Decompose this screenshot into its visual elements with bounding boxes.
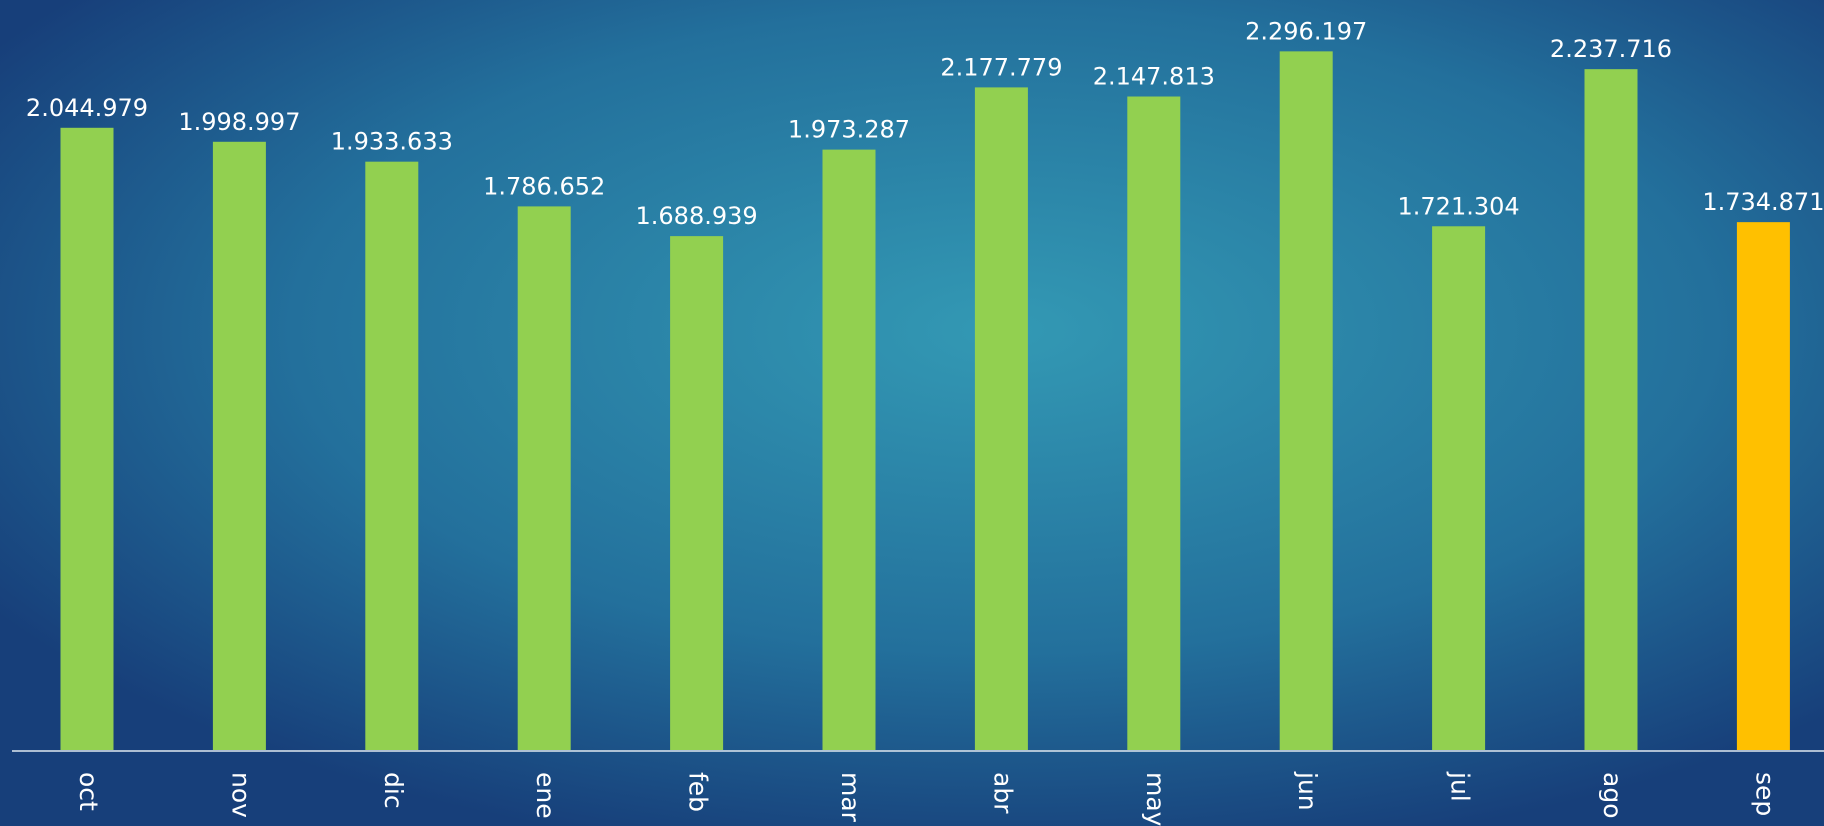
x-tick-label: feb xyxy=(684,772,713,812)
x-tick-label: may xyxy=(1141,772,1170,826)
x-tick-label: dic xyxy=(379,772,408,809)
x-tick-label: ene xyxy=(531,772,560,819)
x-tick-label: oct xyxy=(74,772,103,811)
bar xyxy=(517,206,571,750)
value-label: 2.237.716 xyxy=(1550,35,1672,63)
bar xyxy=(1736,222,1790,750)
bar xyxy=(1279,51,1333,751)
bar xyxy=(212,141,266,751)
bar xyxy=(1127,96,1181,750)
value-label: 1.688.939 xyxy=(636,202,758,230)
x-tick-label: mar xyxy=(836,772,865,823)
bar xyxy=(1584,69,1638,751)
bar xyxy=(1432,226,1486,750)
value-label: 2.296.197 xyxy=(1245,17,1367,45)
value-label: 1.998.997 xyxy=(178,108,300,136)
value-label: 1.786.652 xyxy=(483,172,605,200)
value-label: 2.177.779 xyxy=(940,53,1062,81)
bar xyxy=(670,236,724,751)
value-label: 1.933.633 xyxy=(331,128,453,156)
x-tick-label: sep xyxy=(1750,772,1779,816)
value-label: 1.734.871 xyxy=(1702,188,1824,216)
x-tick-label: jul xyxy=(1446,771,1475,802)
bar xyxy=(365,161,419,750)
x-tick-label: abr xyxy=(988,772,1017,814)
bar xyxy=(974,87,1028,750)
bar xyxy=(822,149,876,751)
value-label: 2.044.979 xyxy=(26,94,148,122)
value-label: 1.973.287 xyxy=(788,116,910,144)
value-label: 1.721.304 xyxy=(1398,192,1520,220)
x-tick-label: ago xyxy=(1598,772,1627,818)
bar xyxy=(60,127,114,751)
x-tick-label: nov xyxy=(226,772,255,818)
value-label: 2.147.813 xyxy=(1093,63,1215,91)
x-tick-label: jun xyxy=(1293,771,1322,811)
